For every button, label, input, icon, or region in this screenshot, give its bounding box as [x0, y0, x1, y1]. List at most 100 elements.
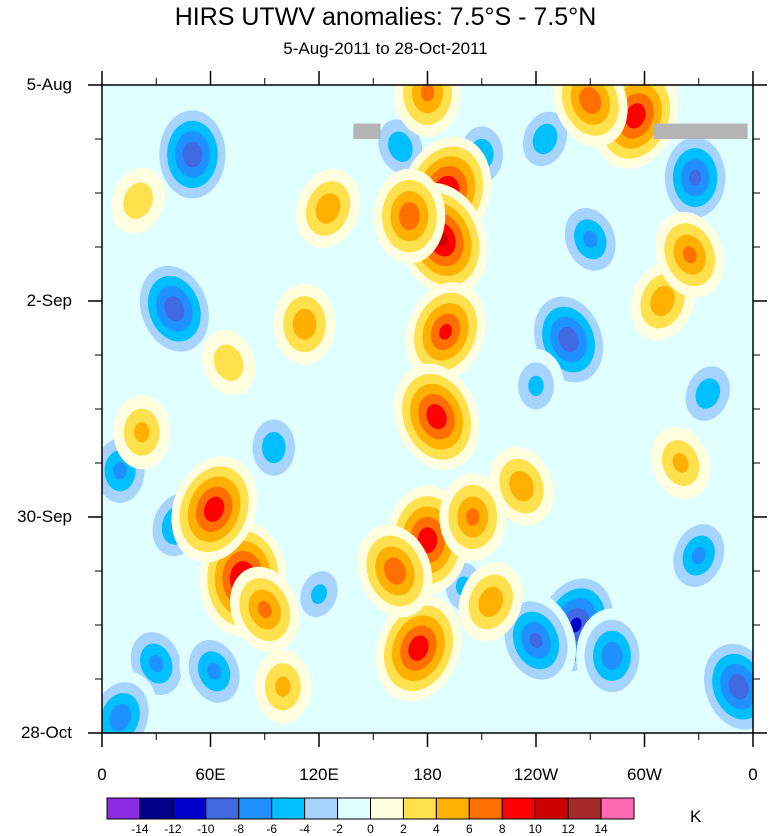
anomaly-feature	[131, 255, 218, 362]
contour-band	[292, 308, 317, 340]
colorbar-swatch	[304, 797, 339, 820]
colorbar-swatch	[370, 797, 404, 820]
anomaly-feature	[555, 196, 625, 283]
colorbar-swatch	[106, 797, 141, 820]
colorbar-swatch	[435, 797, 470, 820]
contour-band	[689, 169, 702, 186]
anomaly-feature	[201, 329, 256, 396]
contour-band	[398, 202, 420, 231]
anomaly-feature	[507, 348, 565, 423]
contour-band	[310, 584, 328, 604]
anomaly-feature	[655, 211, 725, 298]
contour-band	[509, 470, 534, 502]
anomaly-feature	[552, 85, 628, 147]
anomaly-feature	[651, 426, 711, 500]
colorbar-tick-label: 12	[561, 822, 575, 836]
contour-band	[466, 508, 480, 526]
anomaly-feature	[375, 595, 462, 702]
colorbar-swatch	[468, 797, 503, 820]
colorbar-tick-label: -6	[266, 822, 278, 836]
colorbar-tick-label: -10	[197, 822, 215, 836]
chart-subtitle: 5-Aug-2011 to 28-Oct-2011	[283, 39, 488, 58]
x-tick-label: 60E	[195, 765, 226, 784]
colorbar-tick-label: -8	[233, 822, 245, 836]
colorbar-swatch	[501, 797, 536, 820]
colorbar-tick-label: -2	[332, 822, 343, 836]
contour-band	[529, 632, 543, 649]
colorbar-swatch	[172, 797, 207, 820]
anomaly-feature	[179, 628, 249, 715]
colorbar-tick-label: 6	[465, 822, 473, 836]
x-tick-label: 120W	[513, 765, 559, 784]
contour-band	[261, 431, 286, 464]
x-tick-label: 180	[413, 765, 442, 784]
y-tick-label: 2-Sep	[26, 291, 72, 310]
colorbar-tick-label: 0	[367, 822, 374, 836]
anomaly-feature	[664, 512, 734, 599]
chart-title: HIRS UTWV anomalies: 7.5°S - 7.5°N	[174, 3, 597, 31]
contour-band	[583, 230, 598, 248]
colorbar-swatch	[567, 797, 602, 820]
anomaly-feature	[394, 85, 461, 137]
contour-band	[213, 344, 244, 381]
anomaly-feature	[102, 671, 158, 733]
contour-band	[383, 557, 406, 585]
anomaly-feature	[289, 558, 349, 631]
contour-band	[275, 676, 291, 697]
anomaly-feature	[113, 395, 170, 470]
anomaly-feature	[656, 126, 734, 229]
anomaly-feature	[458, 562, 523, 642]
contour-band	[123, 182, 154, 219]
anomaly-feature	[171, 456, 257, 563]
anomaly-feature	[151, 100, 234, 209]
anomaly-feature	[695, 633, 753, 733]
contour-band	[408, 635, 429, 661]
y-tick-label: 30-Sep	[17, 507, 72, 526]
contour-band	[420, 85, 435, 102]
contour-band	[315, 193, 341, 224]
y-tick-label: 28-Oct	[20, 723, 72, 742]
missing-data-region	[353, 123, 381, 139]
colorbar-tick-label: 10	[528, 822, 542, 836]
anomaly-feature	[405, 282, 486, 382]
contour-band	[478, 586, 504, 618]
anomaly-feature	[273, 283, 336, 365]
contour-band	[388, 131, 413, 162]
contour-band	[691, 546, 706, 565]
anomaly-feature	[111, 167, 165, 234]
contour-band	[682, 246, 697, 264]
contour-band	[532, 123, 558, 155]
contour-band	[601, 641, 623, 670]
contour-band	[528, 375, 544, 396]
anomaly-feature	[393, 363, 480, 470]
colorbar-tick-label: 8	[498, 822, 506, 836]
colorbar-swatch	[139, 797, 174, 820]
missing-data-region	[653, 123, 748, 139]
x-tick-label: 0	[748, 765, 758, 784]
contour-band	[417, 527, 438, 554]
contour-band	[257, 600, 272, 619]
x-tick-label: 120E	[299, 765, 339, 784]
contour-band	[650, 285, 675, 317]
contour-band	[625, 103, 646, 129]
colorbar-swatch	[534, 797, 569, 820]
anomaly-feature	[357, 524, 433, 618]
colorbar-tick-label: -12	[164, 822, 182, 836]
anomaly-feature	[254, 649, 312, 724]
contour-band	[113, 461, 127, 480]
colorbar-swatch	[205, 797, 240, 820]
colorbar-swatch	[402, 797, 437, 820]
contour-band	[672, 453, 689, 473]
contour-band	[164, 296, 185, 322]
colorbar-swatch	[271, 797, 306, 820]
colorbar-swatch	[600, 797, 635, 820]
contour-band	[439, 324, 452, 340]
colorbar-tick-label: -14	[131, 822, 149, 836]
contour-band	[203, 496, 225, 522]
colorbar-units: K	[690, 807, 702, 826]
anomaly-feature	[439, 473, 506, 561]
anomaly-feature	[489, 446, 554, 526]
anomaly-feature	[576, 608, 648, 704]
contour-band	[149, 654, 164, 673]
